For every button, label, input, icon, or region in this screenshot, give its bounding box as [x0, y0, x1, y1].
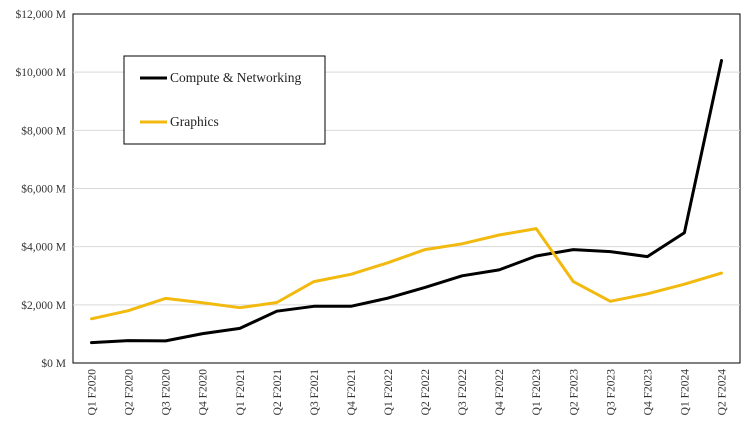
series-line-graphics	[90, 227, 723, 321]
y-axis-ticks: $0 M $2,000 M $4,000 M $6,000 M $8,000 M $10,…	[16, 8, 66, 370]
x-tick-label: Q2 F2021	[272, 369, 284, 416]
x-tick-label: Q4 F2023	[642, 369, 654, 416]
x-tick-label: Q1 F2021	[235, 369, 247, 416]
x-tick-label: Q3 F2023	[605, 369, 617, 416]
x-tick-label: Q1 F2023	[531, 369, 543, 416]
x-tick-label: Q3 F2020	[161, 369, 173, 416]
legend-label-compute-networking: Compute & Networking	[170, 70, 301, 85]
x-tick-label: Q1 F2022	[383, 369, 395, 416]
y-tick-label: $8,000 M	[21, 124, 66, 137]
x-tick-label: Q4 F2020	[198, 369, 210, 416]
x-tick-label: Q2 F2022	[420, 369, 432, 416]
legend: Compute & Networking Graphics	[123, 55, 326, 145]
x-tick-label: Q4 F2021	[346, 369, 358, 416]
y-tick-label: $0 M	[41, 357, 66, 370]
legend-label-graphics: Graphics	[170, 114, 219, 129]
x-tick-label: Q2 F2024	[716, 369, 728, 416]
y-tick-label: $6,000 M	[21, 183, 66, 196]
y-tick-label: $12,000 M	[16, 8, 66, 21]
x-tick-label: Q2 F2023	[568, 369, 580, 416]
x-tick-label: Q1 F2020	[87, 369, 99, 416]
x-tick-label: Q3 F2021	[309, 369, 321, 416]
x-tick-label: Q4 F2022	[494, 369, 506, 416]
y-tick-label: $2,000 M	[21, 299, 66, 312]
y-tick-label: $10,000 M	[16, 66, 66, 79]
x-tick-label: Q3 F2022	[457, 369, 469, 416]
series-line-compute-networking	[90, 59, 723, 345]
x-axis-ticks: Q1 F2020 Q2 F2020 Q3 F2020 Q4 F2020 Q1 F2021…	[87, 369, 729, 416]
y-tick-label: $4,000 M	[21, 241, 66, 254]
x-tick-label: Q1 F2024	[679, 369, 691, 416]
series-lines	[90, 59, 723, 345]
legend-box	[123, 55, 326, 145]
x-tick-label: Q2 F2020	[124, 369, 136, 416]
